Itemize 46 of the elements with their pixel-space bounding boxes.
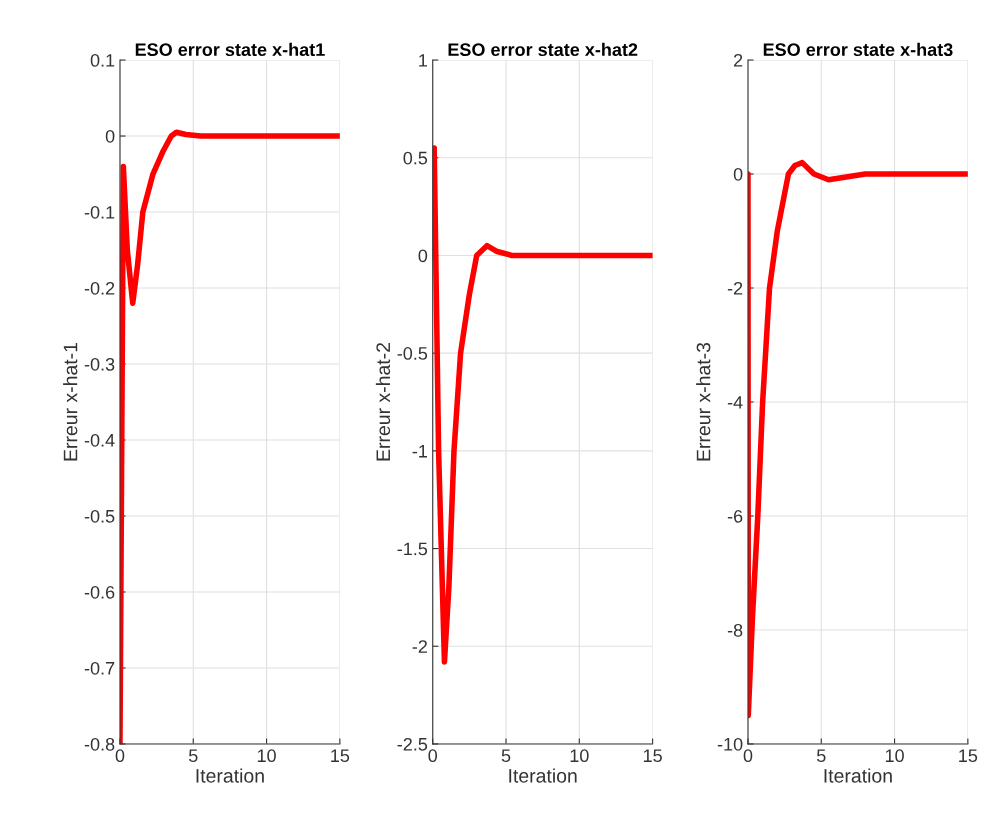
y-axis-title: Erreur x-hat-2	[375, 343, 391, 461]
x-tick-label: 5	[816, 749, 826, 763]
x-tick-label: 15	[331, 749, 350, 763]
x-tick-label: 10	[885, 749, 904, 763]
x-tick-label: 5	[188, 749, 198, 763]
y-tick-label: 2	[733, 53, 743, 67]
x-tick-label: 10	[257, 749, 276, 763]
y-axis-title: Erreur x-hat-3	[696, 342, 711, 461]
y-tick-label: -1	[412, 444, 427, 458]
y-tick-label: -0.7	[84, 661, 115, 675]
x-axis-title: Iteration	[509, 768, 577, 783]
y-tick-label: 0	[105, 129, 115, 143]
x-axis-title: Iteration	[196, 768, 264, 783]
y-tick-label: -0.6	[84, 585, 115, 599]
y-tick-label: -0.1	[84, 205, 115, 219]
x-tick-label: 15	[959, 749, 978, 763]
x-tick-label: 10	[570, 749, 589, 763]
chart-title: ESO error state x-hat1	[135, 42, 325, 57]
y-tick-label: -2	[412, 640, 427, 653]
x-tick-label: 0	[428, 749, 438, 763]
y-tick-label: -0.5	[84, 509, 115, 523]
y-tick-label: -4	[727, 396, 743, 409]
y-axis-title: Erreur x-hat-1	[63, 342, 78, 461]
y-tick-label: -0.4	[84, 433, 115, 447]
y-tick-label: 0.5	[403, 151, 428, 165]
x-tick-label: 0	[743, 749, 753, 763]
y-tick-label: -6	[727, 509, 743, 523]
chart-title: ESO error state x-hat3	[763, 42, 953, 57]
y-tick-label: -1.5	[397, 542, 428, 556]
y-tick-label: 0.1	[90, 53, 115, 67]
y-tick-label: -0.5	[397, 347, 428, 360]
y-tick-label: 0	[418, 249, 428, 263]
x-tick-label: 0	[115, 749, 125, 763]
y-tick-label: -2.5	[397, 737, 428, 751]
x-tick-label: 5	[501, 749, 511, 763]
y-tick-label: -2	[727, 281, 743, 295]
chart-title: ESO error state x-hat2	[448, 42, 638, 57]
x-axis-title: Iteration	[824, 768, 892, 783]
y-tick-label: 1	[419, 54, 427, 67]
y-tick-label: 0	[733, 167, 743, 181]
y-tick-label: -0.3	[84, 357, 115, 371]
y-tick-label: -0.8	[84, 737, 115, 751]
x-tick-label: 15	[643, 749, 662, 763]
y-tick-label: -8	[727, 623, 743, 637]
y-tick-label: -10	[717, 737, 743, 751]
y-tick-label: -0.2	[84, 281, 115, 295]
